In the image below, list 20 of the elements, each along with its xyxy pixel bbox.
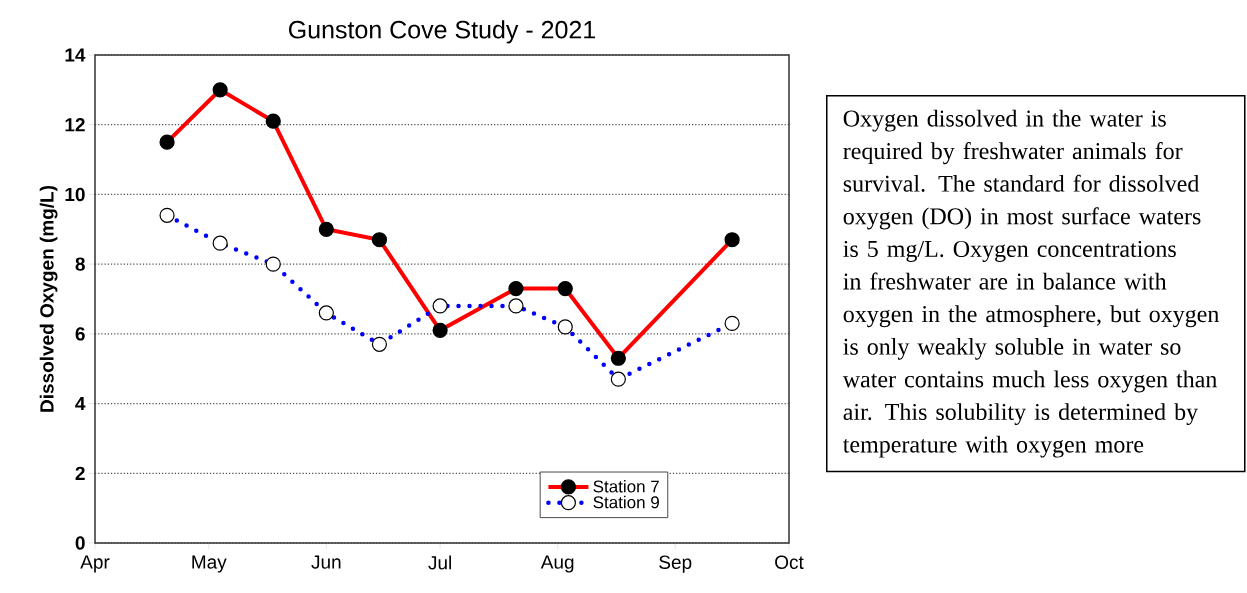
chart-title: Gunston Cove Study - 2021 xyxy=(288,20,595,44)
y-tick-label: 10 xyxy=(65,187,85,202)
y-tick-label: 0 xyxy=(75,536,85,550)
x-tick-label: Sep xyxy=(659,555,692,573)
legend-label: Station 7 xyxy=(593,480,659,493)
x-tick-label: Aug xyxy=(540,555,574,573)
y-axis-title: Dissolved Oxygen (mg/L) xyxy=(39,185,58,412)
y-tick-label: 14 xyxy=(65,48,86,62)
x-tick-label: Jul xyxy=(428,555,451,570)
x-tick-label: May xyxy=(192,555,227,573)
x-tick-label: Apr xyxy=(80,555,110,573)
x-tick-label: Oct xyxy=(775,555,804,569)
y-tick-label: 6 xyxy=(75,327,85,341)
legend-label: Station 9 xyxy=(593,495,659,509)
y-tick-label: 8 xyxy=(75,257,85,271)
x-tick-label: Jun xyxy=(311,555,341,569)
y-tick-label: 2 xyxy=(75,466,85,480)
y-tick-label: 12 xyxy=(65,118,85,132)
y-tick-label: 4 xyxy=(75,397,86,411)
text: Oxygen dissolved in the water is required by freshwater animals for survival. The standard for dissolved oxygen (DO) in most surface waters is 5 mg/L. Oxygen concentrations in freshwater are in balance with oxygen in the atmosphere, but oxygen is only weakly soluble in water so water contains much less oxygen than air. This solubility is determined by temperature with oxygen more xyxy=(842,109,1220,458)
